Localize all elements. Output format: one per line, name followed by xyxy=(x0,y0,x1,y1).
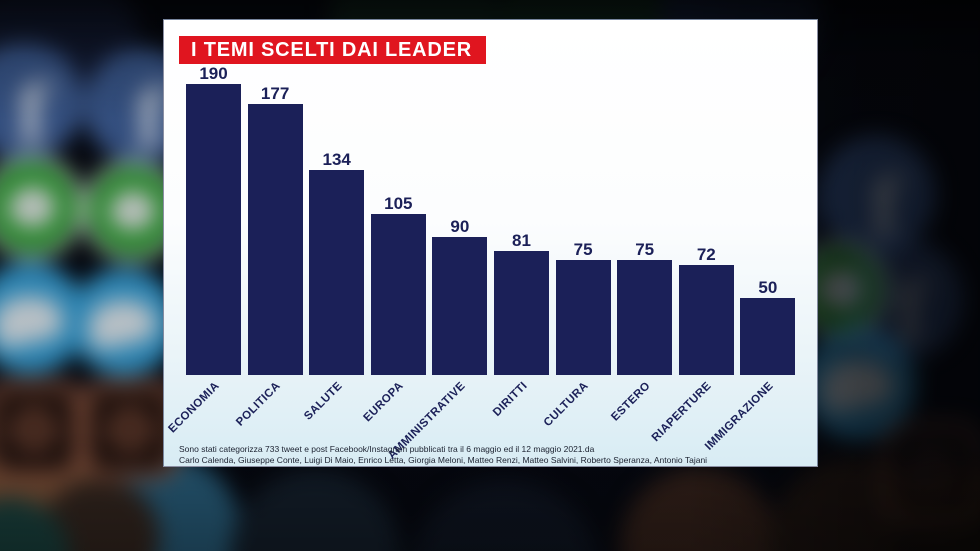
chart-title: I TEMI SCELTI DAI LEADER xyxy=(191,38,473,61)
footnote: Sono stati categorizza 733 tweet e post … xyxy=(179,444,707,466)
bar xyxy=(740,298,796,375)
bar-value-label: 190 xyxy=(199,64,228,83)
bar xyxy=(186,84,241,375)
bar xyxy=(247,104,303,375)
bar-value-label: 105 xyxy=(384,194,413,213)
chart-panel: I TEMI SCELTI DAI LEADER 190 ECONOMIA 177 P… xyxy=(163,19,818,467)
bar xyxy=(494,251,549,375)
footnote-line-1: Sono stati categorizza 733 tweet e post … xyxy=(179,444,595,454)
bar-value-label: 72 xyxy=(696,245,716,264)
bar-value-label: 75 xyxy=(635,240,655,259)
bar xyxy=(370,214,426,375)
bar xyxy=(617,260,673,375)
bar xyxy=(432,237,488,375)
bar-chart: 190 ECONOMIA 177 POLITICA 134 SALUTE 105 EUROPA… xyxy=(164,20,817,466)
bar-value-label: 81 xyxy=(512,231,531,250)
bar-value-label: 75 xyxy=(573,240,593,259)
bar-value-label: 134 xyxy=(322,150,351,169)
bar xyxy=(309,170,365,375)
footnote-line-2: Carlo Calenda, Giuseppe Conte, Luigi Di … xyxy=(179,455,708,465)
bar-value-label: 90 xyxy=(450,217,470,236)
bar-value-label: 177 xyxy=(260,84,290,103)
bar xyxy=(555,260,611,375)
bar-value-label: 50 xyxy=(758,278,778,297)
bar xyxy=(678,265,734,375)
title-banner: I TEMI SCELTI DAI LEADER xyxy=(179,36,487,64)
